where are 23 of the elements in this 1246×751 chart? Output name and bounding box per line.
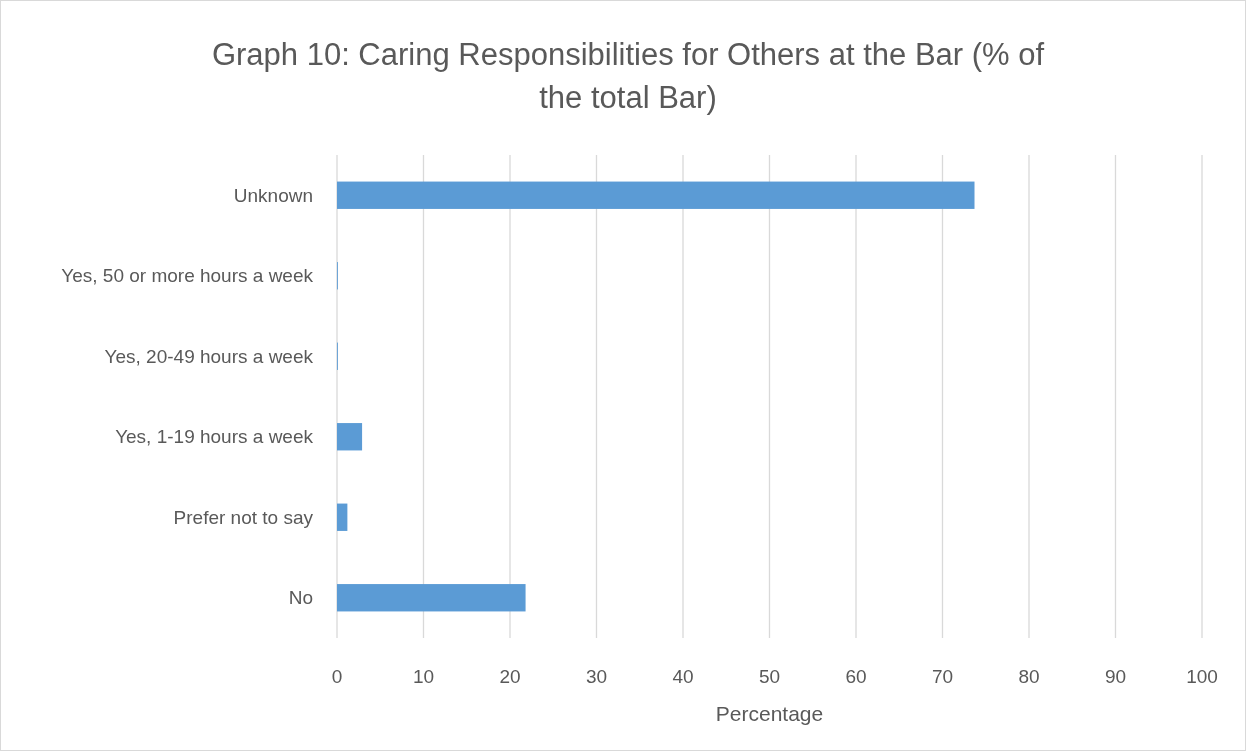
x-tick-label: 50 xyxy=(758,666,781,687)
x-tick-label: 30 xyxy=(585,666,608,687)
y-tick-label: Yes, 50 or more hours a week xyxy=(61,265,314,287)
y-tick-label: Yes, 20-49 hours a week xyxy=(104,345,314,367)
y-tick-label: Unknown xyxy=(233,184,313,206)
x-tick-label: 0 xyxy=(331,666,343,687)
bar xyxy=(337,584,526,612)
bar xyxy=(337,423,363,451)
x-tick-label: 70 xyxy=(931,666,954,687)
x-axis-title: Percentage xyxy=(715,702,824,725)
y-tick-label: No xyxy=(288,587,313,609)
y-tick-label: Prefer not to say xyxy=(173,506,314,528)
x-tick-label: 20 xyxy=(499,666,521,687)
bar xyxy=(337,181,975,209)
x-tick-label: 60 xyxy=(845,666,867,687)
x-tick-label: 40 xyxy=(672,666,694,687)
x-tick-label: 90 xyxy=(1104,666,1127,687)
y-tick-label: Yes, 1-19 hours a week xyxy=(115,426,314,448)
chart-title: Graph 10: Caring Responsibilities for Others at the Bar (% of the total Bar) xyxy=(211,37,1045,115)
bar xyxy=(337,503,348,531)
x-tick-label: 100 xyxy=(1186,666,1218,687)
x-tick-label: 80 xyxy=(1018,666,1040,687)
x-tick-label: 10 xyxy=(412,666,435,687)
